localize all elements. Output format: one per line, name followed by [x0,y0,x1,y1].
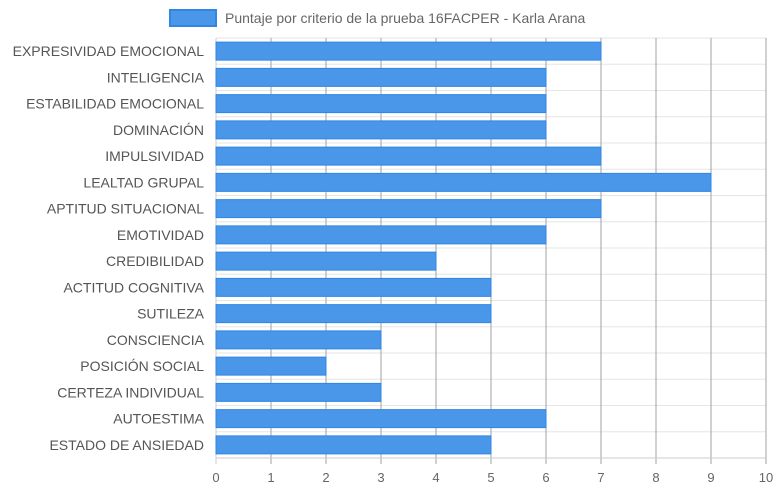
x-tick-label: 3 [377,470,384,485]
category-label: INTELIGENCIA [107,69,205,85]
category-label: CONSCIENCIA [107,332,205,348]
bar[interactable] [215,67,547,87]
bar[interactable] [215,172,712,192]
category-labels: EXPRESIVIDAD EMOCIONAL INTELIGENCIA ESTABI… [13,43,205,453]
bar[interactable] [215,409,547,429]
category-label: LEALTAD GRUPAL [83,174,204,190]
grid [215,37,767,464]
bar[interactable] [215,199,602,219]
bar[interactable] [215,330,382,350]
bar[interactable] [215,41,602,61]
bar[interactable] [215,356,327,376]
bar[interactable] [215,382,382,402]
legend-label[interactable]: Puntaje por criterio de la prueba 16FACP… [225,10,586,26]
x-tick-label: 7 [597,470,604,485]
x-tick-label: 9 [707,470,714,485]
category-label: POSICIÓN SOCIAL [80,358,204,374]
category-label: EXPRESIVIDAD EMOCIONAL [13,43,205,59]
category-label: IMPULSIVIDAD [105,148,204,164]
category-label: DOMINACIÓN [113,122,204,138]
x-tick-label: 8 [652,470,659,485]
category-label: ACTITUD COGNITIVA [63,279,204,295]
bar[interactable] [215,94,547,114]
x-tick-label: 10 [759,470,773,485]
x-tick-label: 1 [267,470,274,485]
legend[interactable]: Puntaje por criterio de la prueba 16FACP… [169,9,586,27]
category-label: SUTILEZA [137,306,205,322]
bar[interactable] [215,304,492,324]
x-tick-label: 6 [542,470,549,485]
bar[interactable] [215,277,492,297]
x-axis-ticks: 0 1 2 3 4 5 6 7 8 9 10 [212,470,773,485]
category-label: CREDIBILIDAD [106,253,204,269]
category-label: EMOTIVIDAD [117,227,204,243]
bar[interactable] [215,120,547,140]
x-tick-label: 5 [487,470,494,485]
bar[interactable] [215,251,437,271]
category-label: ESTADO DE ANSIEDAD [49,437,204,453]
bars [215,41,712,455]
bar[interactable] [215,225,547,245]
x-tick-label: 0 [212,470,219,485]
category-label: APTITUD SITUACIONAL [47,201,204,217]
category-label: CERTEZA INDIVIDUAL [57,384,204,400]
bar[interactable] [215,435,492,455]
legend-swatch[interactable] [169,9,217,27]
bar[interactable] [215,146,602,166]
x-tick-label: 2 [322,470,329,485]
x-tick-label: 4 [432,470,439,485]
category-label: AUTOESTIMA [113,411,204,427]
category-label: ESTABILIDAD EMOCIONAL [26,96,204,112]
